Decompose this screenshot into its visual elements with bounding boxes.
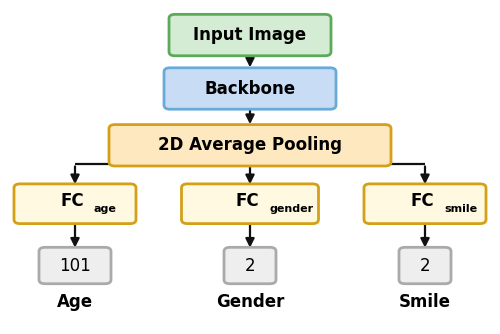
Text: Backbone: Backbone bbox=[204, 79, 296, 98]
FancyBboxPatch shape bbox=[182, 184, 318, 224]
Text: Age: Age bbox=[57, 293, 93, 311]
Text: Input Image: Input Image bbox=[194, 26, 306, 44]
FancyBboxPatch shape bbox=[399, 247, 451, 284]
Text: 2: 2 bbox=[420, 257, 430, 275]
Text: FC: FC bbox=[60, 192, 84, 210]
FancyBboxPatch shape bbox=[224, 247, 276, 284]
Text: FC: FC bbox=[236, 192, 260, 210]
Text: Gender: Gender bbox=[216, 293, 284, 311]
Text: 101: 101 bbox=[59, 257, 91, 275]
FancyBboxPatch shape bbox=[364, 184, 486, 224]
Text: 2: 2 bbox=[244, 257, 256, 275]
Text: gender: gender bbox=[269, 204, 313, 214]
Text: Smile: Smile bbox=[399, 293, 451, 311]
FancyBboxPatch shape bbox=[14, 184, 136, 224]
FancyBboxPatch shape bbox=[39, 247, 111, 284]
Text: 2D Average Pooling: 2D Average Pooling bbox=[158, 136, 342, 154]
Text: age: age bbox=[94, 204, 117, 214]
FancyBboxPatch shape bbox=[164, 68, 336, 109]
FancyBboxPatch shape bbox=[109, 125, 391, 166]
FancyBboxPatch shape bbox=[169, 14, 331, 56]
Text: smile: smile bbox=[444, 204, 477, 214]
Text: FC: FC bbox=[410, 192, 434, 210]
